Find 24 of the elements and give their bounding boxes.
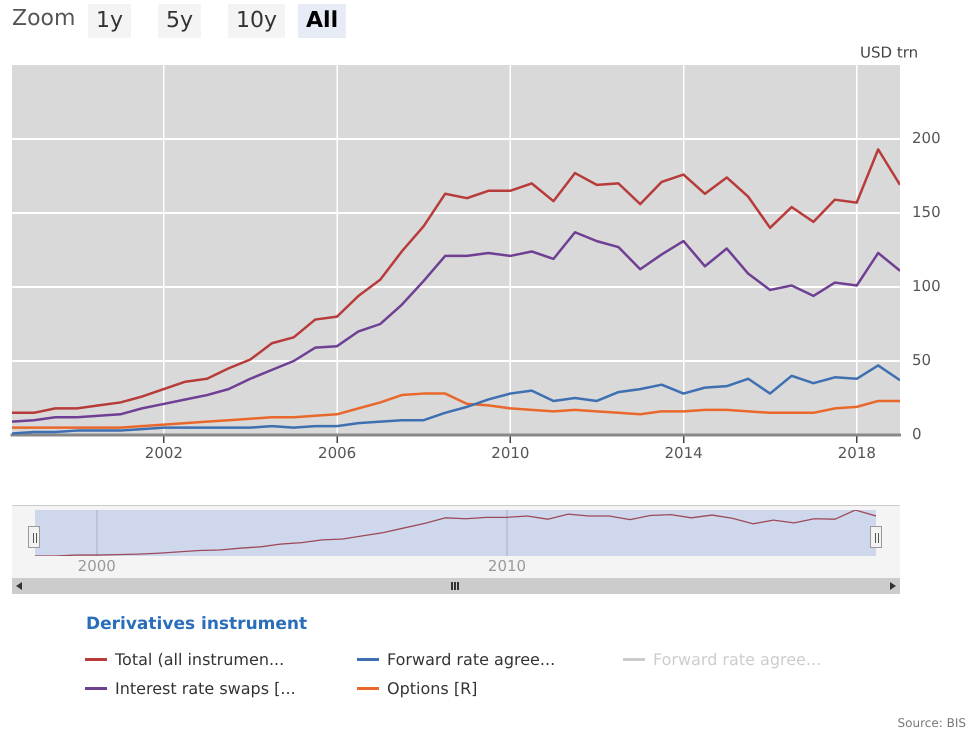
legend-label: Interest rate swaps [... xyxy=(115,679,296,698)
x-tick-label: 2000 xyxy=(78,556,116,575)
x-tick-label: 2014 xyxy=(664,444,703,462)
legend-label: Forward rate agree... xyxy=(387,650,556,669)
y-tick-label: 200 xyxy=(912,128,941,147)
legend-title: Derivatives instrument xyxy=(86,614,308,634)
x-tick-label: 2002 xyxy=(144,444,183,462)
legend-label: Total (all instrumen... xyxy=(115,650,284,669)
y-tick-label: 100 xyxy=(912,276,941,295)
text: 1y xyxy=(88,4,132,38)
text: All xyxy=(298,4,346,38)
x-tick-label: 2010 xyxy=(488,556,526,575)
source-note: Source: BIS xyxy=(898,716,966,730)
y-tick-label: 150 xyxy=(912,202,941,221)
x-tick-label: 2006 xyxy=(318,444,356,462)
y-tick-label: 50 xyxy=(912,350,932,369)
text: 10y xyxy=(228,4,286,38)
text: Zoom xyxy=(12,6,76,31)
legend-label: Options [R] xyxy=(387,679,478,698)
x-tick-label: 2018 xyxy=(838,444,876,462)
x-tick-label: 2010 xyxy=(491,444,530,462)
text: 5y xyxy=(158,4,202,38)
y-tick-label: 0 xyxy=(912,424,922,443)
y-axis-title: USD trn xyxy=(860,43,918,62)
